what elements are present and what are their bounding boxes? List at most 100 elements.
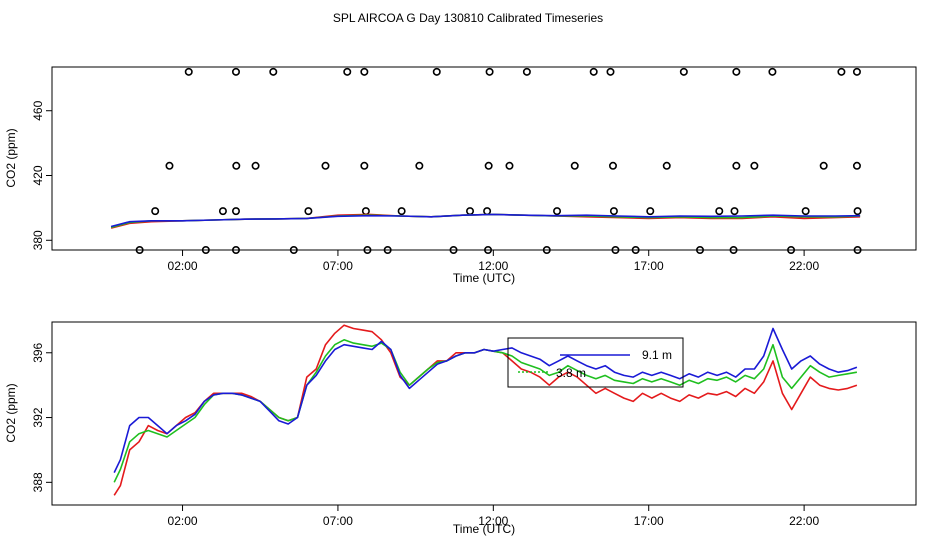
data-point [542,246,551,255]
data-point [135,246,144,255]
data-point [304,207,313,216]
bottom-y-axis-label: CO2 (ppm) [4,383,18,442]
page-title: SPL AIRCOA G Day 130810 Calibrated Times… [333,11,603,25]
data-point [484,161,493,170]
data-point [383,246,392,255]
data-point [852,161,861,170]
legend-box [507,337,684,388]
data-point [787,246,796,255]
data-point [360,161,369,170]
top-plot-frame [51,66,917,251]
y-tick-label: 396 [31,342,45,362]
x-tick-label: 17:00 [634,259,664,273]
data-point [505,161,514,170]
data-point [662,161,671,170]
data-point [218,207,227,216]
x-tick-label: 22:00 [789,514,819,528]
top-y-axis-label: CO2 (ppm) [4,128,18,187]
top-y-axis: 380 420 460 [31,100,52,250]
data-point [449,246,458,255]
data-point [343,67,352,76]
data-point [631,246,640,255]
bottom-panel: 02:00 07:00 12:00 17:00 22:00 388 392 396 9.1 … [4,321,917,536]
top-plot-marks [110,67,862,255]
data-point [184,67,193,76]
data-point [679,67,688,76]
data-point [415,161,424,170]
y-tick-label: 388 [31,472,45,492]
y-tick-label: 460 [31,100,45,120]
data-point [360,67,369,76]
data-point [606,67,615,76]
data-point [646,207,655,216]
data-point [231,67,240,76]
data-point [361,207,370,216]
data-point [852,67,861,76]
y-tick-label: 392 [31,407,45,427]
data-point [231,207,240,216]
data-point [589,67,598,76]
data-point [750,161,759,170]
data-point [730,207,739,216]
x-tick-label: 22:00 [789,259,819,273]
data-point [289,246,298,255]
top-panel: 02:00 07:00 12:00 17:00 22:00 380 420 460 Time… [4,66,917,285]
data-point [819,161,828,170]
data-point [269,67,278,76]
bottom-plot-frame [51,321,917,506]
series-line-4 [110,213,861,228]
data-point [397,207,406,216]
data-point [715,207,724,216]
data-point [768,67,777,76]
data-point [484,246,493,255]
data-point [485,67,494,76]
data-point [695,246,704,255]
data-point [801,207,810,216]
data-point [232,161,241,170]
x-tick-label: 12:00 [478,514,508,528]
data-point [151,207,160,216]
data-point [466,207,475,216]
data-point [729,246,738,255]
legend: 9.1 m 3.8 m [507,337,684,388]
y-tick-label: 380 [31,230,45,250]
x-tick-label: 17:00 [634,514,664,528]
series-line-2 [113,338,858,483]
x-tick-label: 02:00 [168,259,198,273]
x-tick-label: 07:00 [323,259,353,273]
data-point [432,67,441,76]
data-point [483,207,492,216]
data-point [611,246,620,255]
data-point [522,67,531,76]
data-point [251,161,260,170]
bottom-x-axis-label: Time (UTC) [453,522,515,536]
bottom-y-axis: 388 392 396 [31,342,52,492]
data-point [837,67,846,76]
x-tick-label: 07:00 [323,514,353,528]
data-point [732,161,741,170]
data-point [853,246,862,255]
x-tick-label: 02:00 [168,514,198,528]
data-point [165,161,174,170]
data-point [231,246,240,255]
series-line-3 [113,327,858,473]
top-x-axis: 02:00 07:00 12:00 17:00 22:00 [168,250,819,273]
legend-entry-2: 3.8 m [556,366,586,380]
legend-entry-1: 9.1 m [642,348,672,362]
data-point [608,161,617,170]
data-point [853,207,862,216]
bottom-x-axis: 02:00 07:00 12:00 17:00 22:00 [168,505,819,528]
data-point [363,246,372,255]
data-point [570,161,579,170]
y-tick-label: 420 [31,165,45,185]
bottom-plot-marks [113,324,858,496]
data-point [553,207,562,216]
data-point [321,161,330,170]
data-point [732,67,741,76]
top-x-axis-label: Time (UTC) [453,271,515,285]
data-point [201,246,210,255]
x-tick-label: 12:00 [478,259,508,273]
series-line-1 [113,324,858,496]
data-point [609,207,618,216]
